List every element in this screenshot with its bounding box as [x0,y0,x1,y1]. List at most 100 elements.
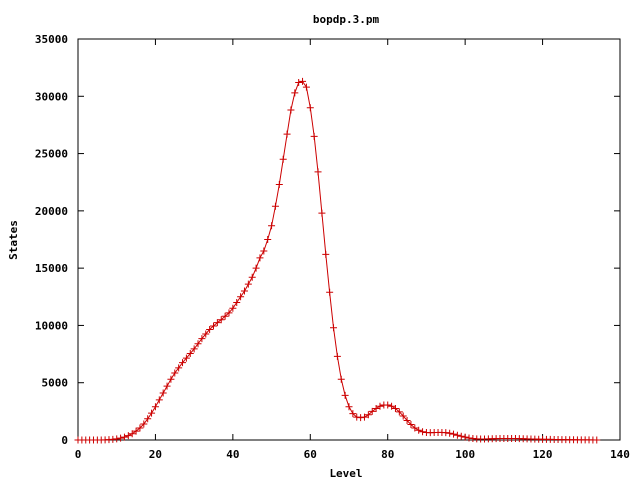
data-point-marker [163,382,171,390]
data-point-marker [256,254,264,262]
data-point-marker [337,375,345,383]
data-point-marker [593,436,601,444]
data-point-marker [210,322,217,330]
data-point-marker [310,132,318,140]
data-point-marker [128,430,136,438]
data-point-marker [341,391,349,399]
data-point-marker [240,287,248,295]
data-point-marker [395,408,403,416]
data-point-marker [453,431,461,439]
data-point-marker [244,280,252,288]
data-point-marker [384,401,392,409]
y-axis-label: States [7,220,20,260]
y-tick-label: 15000 [35,262,68,275]
data-point-marker [151,403,159,411]
data-point-marker [442,429,450,437]
data-point-marker [175,364,183,372]
y-tick-label: 0 [61,434,68,447]
data-point-marker [283,130,291,138]
data-point-marker [291,89,299,97]
data-point-marker [457,432,465,440]
data-point-marker [364,411,372,419]
data-point-marker [302,83,310,91]
data-point-marker [314,168,322,176]
data-point-marker [217,316,225,324]
data-point-marker [124,432,132,440]
x-tick-label: 20 [149,448,162,461]
x-tick-label: 80 [381,448,394,461]
data-point-marker [206,325,214,333]
data-point-marker [372,404,380,412]
data-point-marker [264,236,272,243]
x-axis-label: Level [329,467,362,480]
data-point-marker [450,430,458,438]
y-tick-label: 20000 [35,205,68,218]
data-point-marker [271,202,279,210]
data-point-marker [144,415,152,423]
data-point-marker [403,417,411,425]
data-point-marker [388,402,396,410]
data-point-marker [229,304,237,312]
data-point-marker [391,404,399,412]
data-point-marker [446,429,454,437]
data-point-marker [306,104,314,112]
data-point-marker [202,330,210,338]
plot-frame [77,38,621,441]
data-point-marker [368,407,376,415]
data-point-marker [113,435,121,443]
data-point-marker [465,434,473,442]
data-point-marker [260,247,268,255]
data-point-marker [225,309,233,317]
data-point-marker [318,209,326,217]
data-point-marker [140,420,148,428]
axis-ticks: 0 20 40 60 80 100 120 140 0 5000 10000 15000 20000 25… [35,33,630,461]
data-point-marker [357,414,365,422]
data-point-marker [179,359,187,367]
data-point-marker [248,273,256,281]
x-tick-label: 40 [226,448,239,461]
data-point-marker [182,354,190,362]
data-point-marker [419,428,427,436]
data-point-marker [252,264,260,272]
data-point-marker [221,312,229,320]
data-point-marker [287,106,295,114]
data-point-marker [213,319,221,327]
data-point-marker [117,434,125,442]
y-tick-label: 35000 [35,33,68,46]
data-point-marker [136,424,144,432]
data-point-marker [171,369,179,377]
data-point-marker [186,349,194,357]
data-point-marker [155,396,163,404]
data-point-marker [268,222,276,230]
x-tick-label: 0 [75,448,82,461]
data-point-marker [132,427,140,435]
data-point-marker [295,79,303,87]
data-point-marker [349,410,357,418]
x-tick-label: 60 [304,448,317,461]
y-tick-label: 10000 [35,319,68,332]
y-tick-label: 25000 [35,148,68,161]
data-point-marker [299,77,307,85]
data-point-marker [360,413,368,421]
x-tick-label: 140 [610,448,630,461]
data-point-marker [353,413,361,421]
y-tick-label: 30000 [35,90,68,103]
x-tick-label: 100 [455,448,475,461]
data-point-marker [194,340,202,348]
x-tick-label: 120 [533,448,553,461]
chart-title: bopdp.3.pm [313,13,380,26]
data-point-marker [322,250,330,258]
data-point-marker [237,293,245,301]
data-point-marker [148,409,156,417]
data-point-marker [326,288,334,296]
data-point-marker [345,403,353,411]
data-point-marker [233,299,241,307]
data-point-marker [330,324,338,332]
data-point-marker [120,433,128,441]
data-point-marker [376,402,384,410]
data-point-marker [198,335,206,343]
data-point-marker [275,181,283,189]
data-point-marker [167,375,175,383]
y-tick-label: 5000 [42,377,69,390]
